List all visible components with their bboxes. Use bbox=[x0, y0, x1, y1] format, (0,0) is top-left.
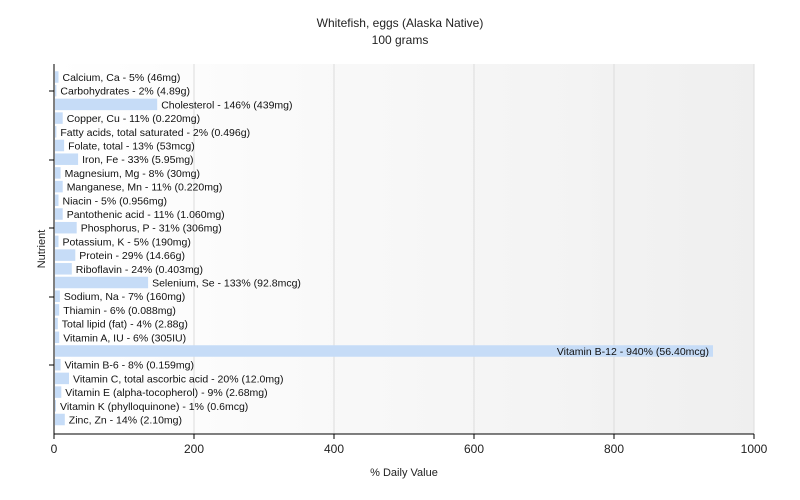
bar bbox=[55, 84, 57, 97]
x-tick-label: 200 bbox=[184, 442, 204, 456]
bar bbox=[55, 167, 61, 179]
bar-label: Cholesterol - 146% (439mg) bbox=[161, 99, 292, 111]
x-tick-label: 400 bbox=[324, 442, 344, 456]
bar bbox=[55, 126, 57, 138]
bar bbox=[55, 317, 58, 330]
bar bbox=[55, 112, 63, 124]
bar bbox=[55, 71, 59, 83]
bar-label: Iron, Fe - 33% (5.95mg) bbox=[82, 154, 193, 166]
bar bbox=[55, 263, 72, 275]
x-tick-label: 0 bbox=[51, 442, 58, 456]
plot-area bbox=[54, 64, 754, 434]
bar-label: Vitamin B-6 - 8% (0.159mg) bbox=[65, 360, 194, 372]
bar-label: Fatty acids, total saturated - 2% (0.496… bbox=[60, 127, 250, 139]
bar-label: Copper, Cu - 11% (0.220mg) bbox=[67, 113, 200, 125]
chart-subtitle: 100 grams bbox=[372, 33, 429, 47]
bar bbox=[55, 194, 59, 207]
bar-labels: Calcium, Ca - 5% (46mg) Carbohydrates - 2… bbox=[60, 72, 709, 427]
bar-label: Total lipid (fat) - 4% (2.88g) bbox=[62, 319, 188, 331]
bar bbox=[55, 290, 60, 302]
bar-label: Phosphorus, P - 31% (306mg) bbox=[81, 223, 222, 235]
x-ticks: 0 200 400 600 800 1000 bbox=[51, 434, 768, 456]
bar-label: Niacin - 5% (0.956mg) bbox=[63, 195, 167, 207]
bar bbox=[55, 358, 61, 371]
grid-lines bbox=[193, 64, 755, 434]
bar-label: Thiamin - 6% (0.088mg) bbox=[63, 305, 176, 317]
bar-label: Manganese, Mn - 11% (0.220mg) bbox=[67, 182, 223, 194]
bar-label: Potassium, K - 5% (190mg) bbox=[63, 236, 191, 248]
bar-label: Selenium, Se - 133% (92.8mcg) bbox=[152, 278, 301, 290]
bar bbox=[55, 386, 62, 398]
bar bbox=[55, 345, 713, 357]
bar-label: Protein - 29% (14.66g) bbox=[79, 250, 185, 262]
x-tick-label: 1000 bbox=[741, 442, 768, 456]
bar bbox=[55, 304, 60, 316]
axes bbox=[49, 64, 754, 435]
bar bbox=[55, 153, 79, 165]
x-tick-label: 800 bbox=[604, 442, 624, 456]
x-tick-label: 600 bbox=[464, 442, 484, 456]
bar bbox=[55, 180, 63, 193]
bar bbox=[55, 400, 56, 412]
bar bbox=[55, 276, 149, 289]
bar-label: Vitamin B-12 - 940% (56.40mcg) bbox=[557, 346, 709, 358]
x-axis-label: % Daily Value bbox=[370, 467, 438, 479]
bar-label: Calcium, Ca - 5% (46mg) bbox=[63, 72, 181, 84]
bar-label: Vitamin K (phylloquinone) - 1% (0.6mcg) bbox=[60, 401, 248, 413]
bar bbox=[55, 249, 76, 261]
bar bbox=[55, 413, 65, 426]
bar bbox=[55, 221, 77, 234]
bar-label: Magnesium, Mg - 8% (30mg) bbox=[65, 168, 200, 180]
bar bbox=[55, 331, 60, 344]
bar-label: Pantothenic acid - 11% (1.060mg) bbox=[67, 209, 225, 221]
bar-label: Vitamin E (alpha-tocopherol) - 9% (2.68m… bbox=[65, 387, 267, 399]
bar-label: Zinc, Zn - 14% (2.10mg) bbox=[69, 415, 182, 427]
bar bbox=[55, 139, 65, 152]
bar bbox=[55, 98, 158, 111]
bar bbox=[55, 372, 69, 385]
bar-label: Folate, total - 13% (53mcg) bbox=[68, 141, 195, 153]
chart-title: Whitefish, eggs (Alaska Native) bbox=[317, 16, 484, 30]
bar-label: Carbohydrates - 2% (4.89g) bbox=[60, 86, 190, 98]
bar-label: Sodium, Na - 7% (160mg) bbox=[64, 291, 185, 303]
bar bbox=[55, 208, 63, 220]
bar-label: Vitamin C, total ascorbic acid - 20% (12… bbox=[73, 373, 283, 385]
bar bbox=[55, 235, 59, 248]
y-axis-label: Nutrient bbox=[36, 230, 48, 269]
bar-label: Vitamin A, IU - 6% (305IU) bbox=[63, 332, 186, 344]
bars bbox=[55, 71, 713, 426]
bar-label: Riboflavin - 24% (0.403mg) bbox=[76, 264, 203, 276]
